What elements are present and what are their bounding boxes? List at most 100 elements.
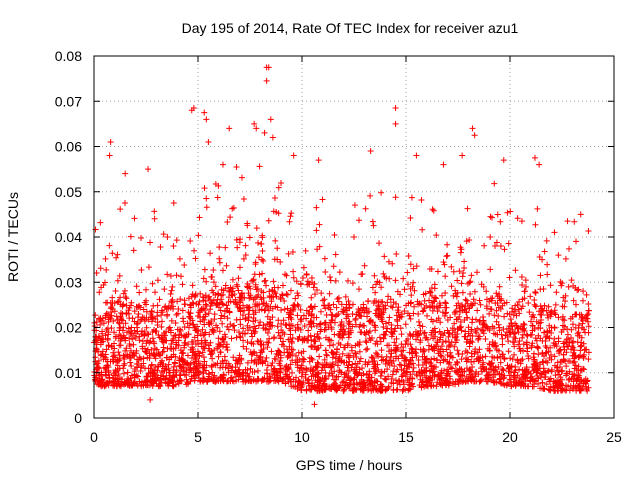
scatter-point <box>158 318 165 325</box>
scatter-point <box>294 385 301 392</box>
scatter-point <box>349 323 356 330</box>
scatter-point <box>199 316 206 323</box>
scatter-point <box>263 367 270 374</box>
scatter-point <box>413 263 420 270</box>
scatter-point <box>481 321 488 328</box>
scatter-point <box>102 354 109 361</box>
scatter-point <box>443 379 450 386</box>
scatter-point <box>427 289 434 296</box>
scatter-point <box>584 387 591 394</box>
scatter-point <box>243 345 250 352</box>
scatter-point <box>329 361 336 368</box>
scatter-point <box>257 338 264 345</box>
scatter-point <box>177 273 184 280</box>
scatter-point <box>548 366 555 373</box>
scatter-point <box>557 381 564 388</box>
scatter-point <box>580 326 587 333</box>
scatter-point <box>139 338 146 345</box>
scatter-point <box>131 215 138 222</box>
scatter-point <box>100 320 107 327</box>
scatter-point <box>405 300 412 307</box>
scatter-point <box>462 377 469 384</box>
scatter-point <box>487 266 494 273</box>
chart-title: Day 195 of 2014, Rate Of TEC Index for r… <box>182 20 519 36</box>
scatter-point <box>321 356 328 363</box>
scatter-point <box>269 287 276 294</box>
scatter-point <box>476 333 483 340</box>
scatter-point <box>556 363 563 370</box>
scatter-point <box>294 324 301 331</box>
scatter-point <box>408 292 415 299</box>
scatter-point <box>388 329 395 336</box>
scatter-point <box>505 338 512 345</box>
scatter-point <box>425 346 432 353</box>
scatter-point <box>426 377 433 384</box>
scatter-point <box>207 351 214 358</box>
scatter-point <box>552 311 559 318</box>
scatter-point <box>397 291 404 298</box>
scatter-point <box>142 286 149 293</box>
scatter-point <box>537 335 544 342</box>
scatter-point <box>349 361 356 368</box>
scatter-point <box>95 357 102 364</box>
y-tick-label: 0.07 <box>55 93 82 109</box>
scatter-point <box>331 368 338 375</box>
scatter-point <box>152 375 159 382</box>
scatter-point <box>326 361 333 368</box>
scatter-point <box>210 378 217 385</box>
scatter-point <box>236 352 243 359</box>
scatter-point <box>433 303 440 310</box>
scatter-point <box>458 378 465 385</box>
scatter-point <box>164 233 171 240</box>
scatter-point <box>341 386 348 393</box>
scatter-point <box>464 349 471 356</box>
scatter-point <box>130 380 137 387</box>
scatter-point <box>428 293 435 300</box>
scatter-point <box>503 299 510 306</box>
scatter-point <box>150 351 157 358</box>
scatter-point <box>562 298 569 305</box>
scatter-point <box>298 386 305 393</box>
scatter-point <box>470 296 477 303</box>
scatter-point <box>533 337 540 344</box>
scatter-point <box>494 211 501 218</box>
scatter-point <box>130 247 137 254</box>
scatter-point <box>408 350 415 357</box>
scatter-point <box>130 341 137 348</box>
scatter-point <box>195 309 202 316</box>
scatter-point <box>484 324 491 331</box>
scatter-point <box>197 331 204 338</box>
scatter-point <box>478 368 485 375</box>
scatter-point <box>198 337 205 344</box>
scatter-point <box>228 335 235 342</box>
scatter-point <box>242 242 249 249</box>
scatter-point <box>285 336 292 343</box>
scatter-point <box>383 376 390 383</box>
scatter-point <box>285 250 292 257</box>
scatter-point <box>505 240 512 247</box>
scatter-point <box>163 372 170 379</box>
scatter-point <box>410 331 417 338</box>
scatter-point <box>222 308 229 315</box>
scatter-point <box>168 298 175 305</box>
scatter-point <box>117 294 124 301</box>
scatter-point <box>206 342 213 349</box>
scatter-point <box>585 349 592 356</box>
scatter-point <box>281 306 288 313</box>
scatter-point <box>326 290 333 297</box>
scatter-point <box>501 313 508 320</box>
scatter-point <box>280 338 287 345</box>
scatter-point <box>221 313 228 320</box>
scatter-point <box>223 262 230 269</box>
scatter-point <box>576 380 583 387</box>
scatter-point <box>283 272 290 279</box>
scatter-point <box>421 297 428 304</box>
scatter-point <box>310 314 317 321</box>
scatter-point <box>173 272 180 279</box>
scatter-point <box>378 357 385 364</box>
scatter-point <box>265 307 272 314</box>
scatter-point <box>430 335 437 342</box>
scatter-point <box>585 311 592 318</box>
scatter-point <box>122 294 129 301</box>
